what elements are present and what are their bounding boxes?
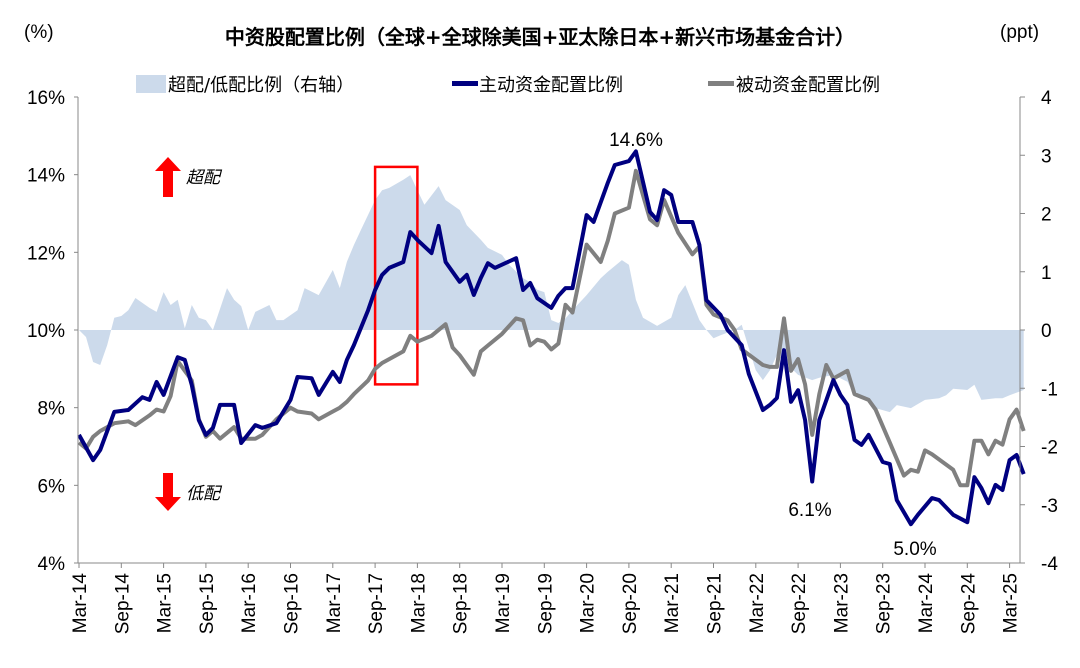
right-tick-label: -2 (1041, 438, 1058, 459)
series-area-overweight-underweight (79, 175, 1024, 413)
legend-swatch-active (452, 81, 478, 86)
x-tick-label: Mar-18 (408, 573, 429, 633)
left-tick-label: 6% (38, 476, 66, 497)
right-tick-label: 1 (1041, 263, 1052, 284)
right-tick-label: 0 (1041, 321, 1052, 342)
chart-title: 中资股配置比例（全球+全球除美国+亚太除日本+新兴市场基金合计） (225, 25, 855, 49)
x-tick-label: Sep-22 (789, 573, 810, 634)
underweight-annotation: 低配 (155, 473, 223, 511)
left-tick-label: 16% (27, 88, 65, 109)
x-tick-label: Mar-20 (578, 573, 599, 633)
x-tick-label: Mar-22 (747, 573, 768, 633)
overweight-annotation: 超配 (155, 157, 223, 197)
x-tick-label: Mar-15 (155, 573, 176, 633)
left-tick-label: 8% (38, 399, 66, 420)
underweight-label: 低配 (186, 484, 223, 504)
left-tick-label: 12% (27, 243, 65, 264)
left-tick-label: 4% (38, 554, 66, 575)
left-tick-label: 10% (27, 321, 65, 342)
x-tick-label: Mar-16 (239, 573, 260, 633)
series-line-active (77, 149, 1026, 527)
x-tick-label: Sep-16 (282, 573, 303, 634)
down-arrow-icon (155, 473, 181, 511)
x-tick-label: Mar-19 (493, 573, 514, 633)
overweight-label: 超配 (186, 168, 223, 188)
low-label-2024: 5.0% (893, 539, 936, 560)
x-tick-label: Sep-23 (874, 573, 895, 634)
legend-label-active: 主动资金配置比例 (479, 75, 623, 96)
peak-label: 14.6% (609, 130, 663, 151)
right-tick-label: -1 (1041, 379, 1058, 400)
x-tick-label: Sep-24 (958, 573, 979, 635)
x-tick-label: Sep-17 (366, 573, 387, 634)
x-tick-label: Sep-21 (705, 573, 726, 634)
right-tick-label: 2 (1041, 205, 1052, 226)
x-tick-label: Sep-18 (451, 573, 472, 634)
x-tick-label: Mar-17 (324, 573, 345, 633)
x-tick-label: Mar-23 (831, 573, 852, 633)
x-tick-label: Mar-14 (70, 573, 91, 634)
legend: 超配/低配比例（右轴） 主动资金配置比例 被动资金配置比例 (136, 75, 880, 96)
x-tick-label: Sep-14 (112, 573, 133, 635)
up-arrow-icon (155, 157, 181, 197)
right-tick-label: 4 (1041, 88, 1052, 109)
legend-swatch-passive (708, 81, 734, 86)
right-tick-label: -4 (1041, 554, 1058, 575)
low-label-2022: 6.1% (788, 500, 831, 521)
legend-label-area: 超配/低配比例（右轴） (168, 75, 354, 96)
right-axis-unit: (ppt) (1000, 22, 1039, 43)
x-tick-label: Mar-24 (916, 573, 937, 634)
x-tick-label: Sep-19 (535, 573, 556, 634)
highlight-box (373, 165, 419, 386)
x-tick-label: Mar-25 (1001, 573, 1022, 633)
legend-swatch-area (136, 75, 166, 93)
right-tick-label: 3 (1041, 146, 1052, 167)
plot-area (77, 149, 1026, 527)
axes: 4% 6% 8% 10% 12% 14% 16% -4 -3 -2 -1 0 1 2 3 4 Mar-14 Sep… (27, 88, 1058, 634)
left-axis-unit: (%) (24, 22, 54, 43)
series-line-passive (77, 168, 1026, 488)
legend-label-passive: 被动资金配置比例 (736, 75, 880, 96)
left-tick-label: 14% (27, 166, 65, 187)
x-tick-label: Sep-15 (197, 573, 218, 634)
x-tick-label: Sep-20 (620, 573, 641, 634)
right-tick-label: -3 (1041, 496, 1058, 517)
x-tick-label: Mar-21 (662, 573, 683, 633)
